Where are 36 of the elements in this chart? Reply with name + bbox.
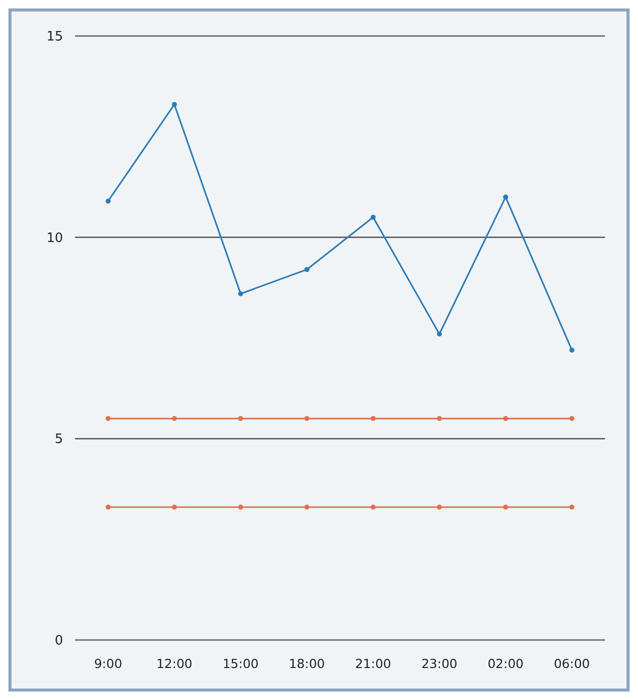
point — [172, 416, 177, 422]
point — [370, 416, 376, 422]
point — [106, 504, 111, 510]
point — [503, 416, 508, 422]
point — [304, 416, 310, 422]
y-tick-label: 15 — [46, 30, 63, 45]
point — [238, 291, 244, 296]
x-tick-label: 18:00 — [288, 656, 325, 671]
point — [238, 504, 244, 510]
x-tick-label: 02:00 — [488, 656, 524, 671]
point — [569, 348, 574, 353]
x-tick-label: 23:00 — [421, 656, 458, 671]
x-tick-label: 06:00 — [554, 656, 590, 671]
point — [370, 504, 376, 510]
point — [436, 504, 442, 510]
point — [569, 416, 574, 422]
x-tick-label: 9:00 — [94, 656, 122, 671]
point — [503, 194, 508, 200]
point — [238, 416, 244, 422]
point — [172, 102, 177, 107]
point — [436, 416, 442, 422]
x-tick-label: 12:00 — [156, 656, 192, 671]
point — [106, 198, 111, 204]
point — [370, 214, 376, 220]
point — [569, 504, 574, 510]
point — [172, 504, 177, 510]
point — [304, 504, 310, 510]
y-tick-label: 5 — [54, 432, 63, 448]
point — [106, 416, 111, 422]
x-tick-label: 21:00 — [355, 656, 392, 671]
point — [503, 504, 508, 510]
x-tick-label: 15:00 — [222, 656, 259, 671]
y-tick-label: 10 — [46, 230, 63, 246]
point — [304, 267, 310, 272]
y-tick-label: 0 — [54, 634, 63, 649]
point — [436, 331, 442, 336]
